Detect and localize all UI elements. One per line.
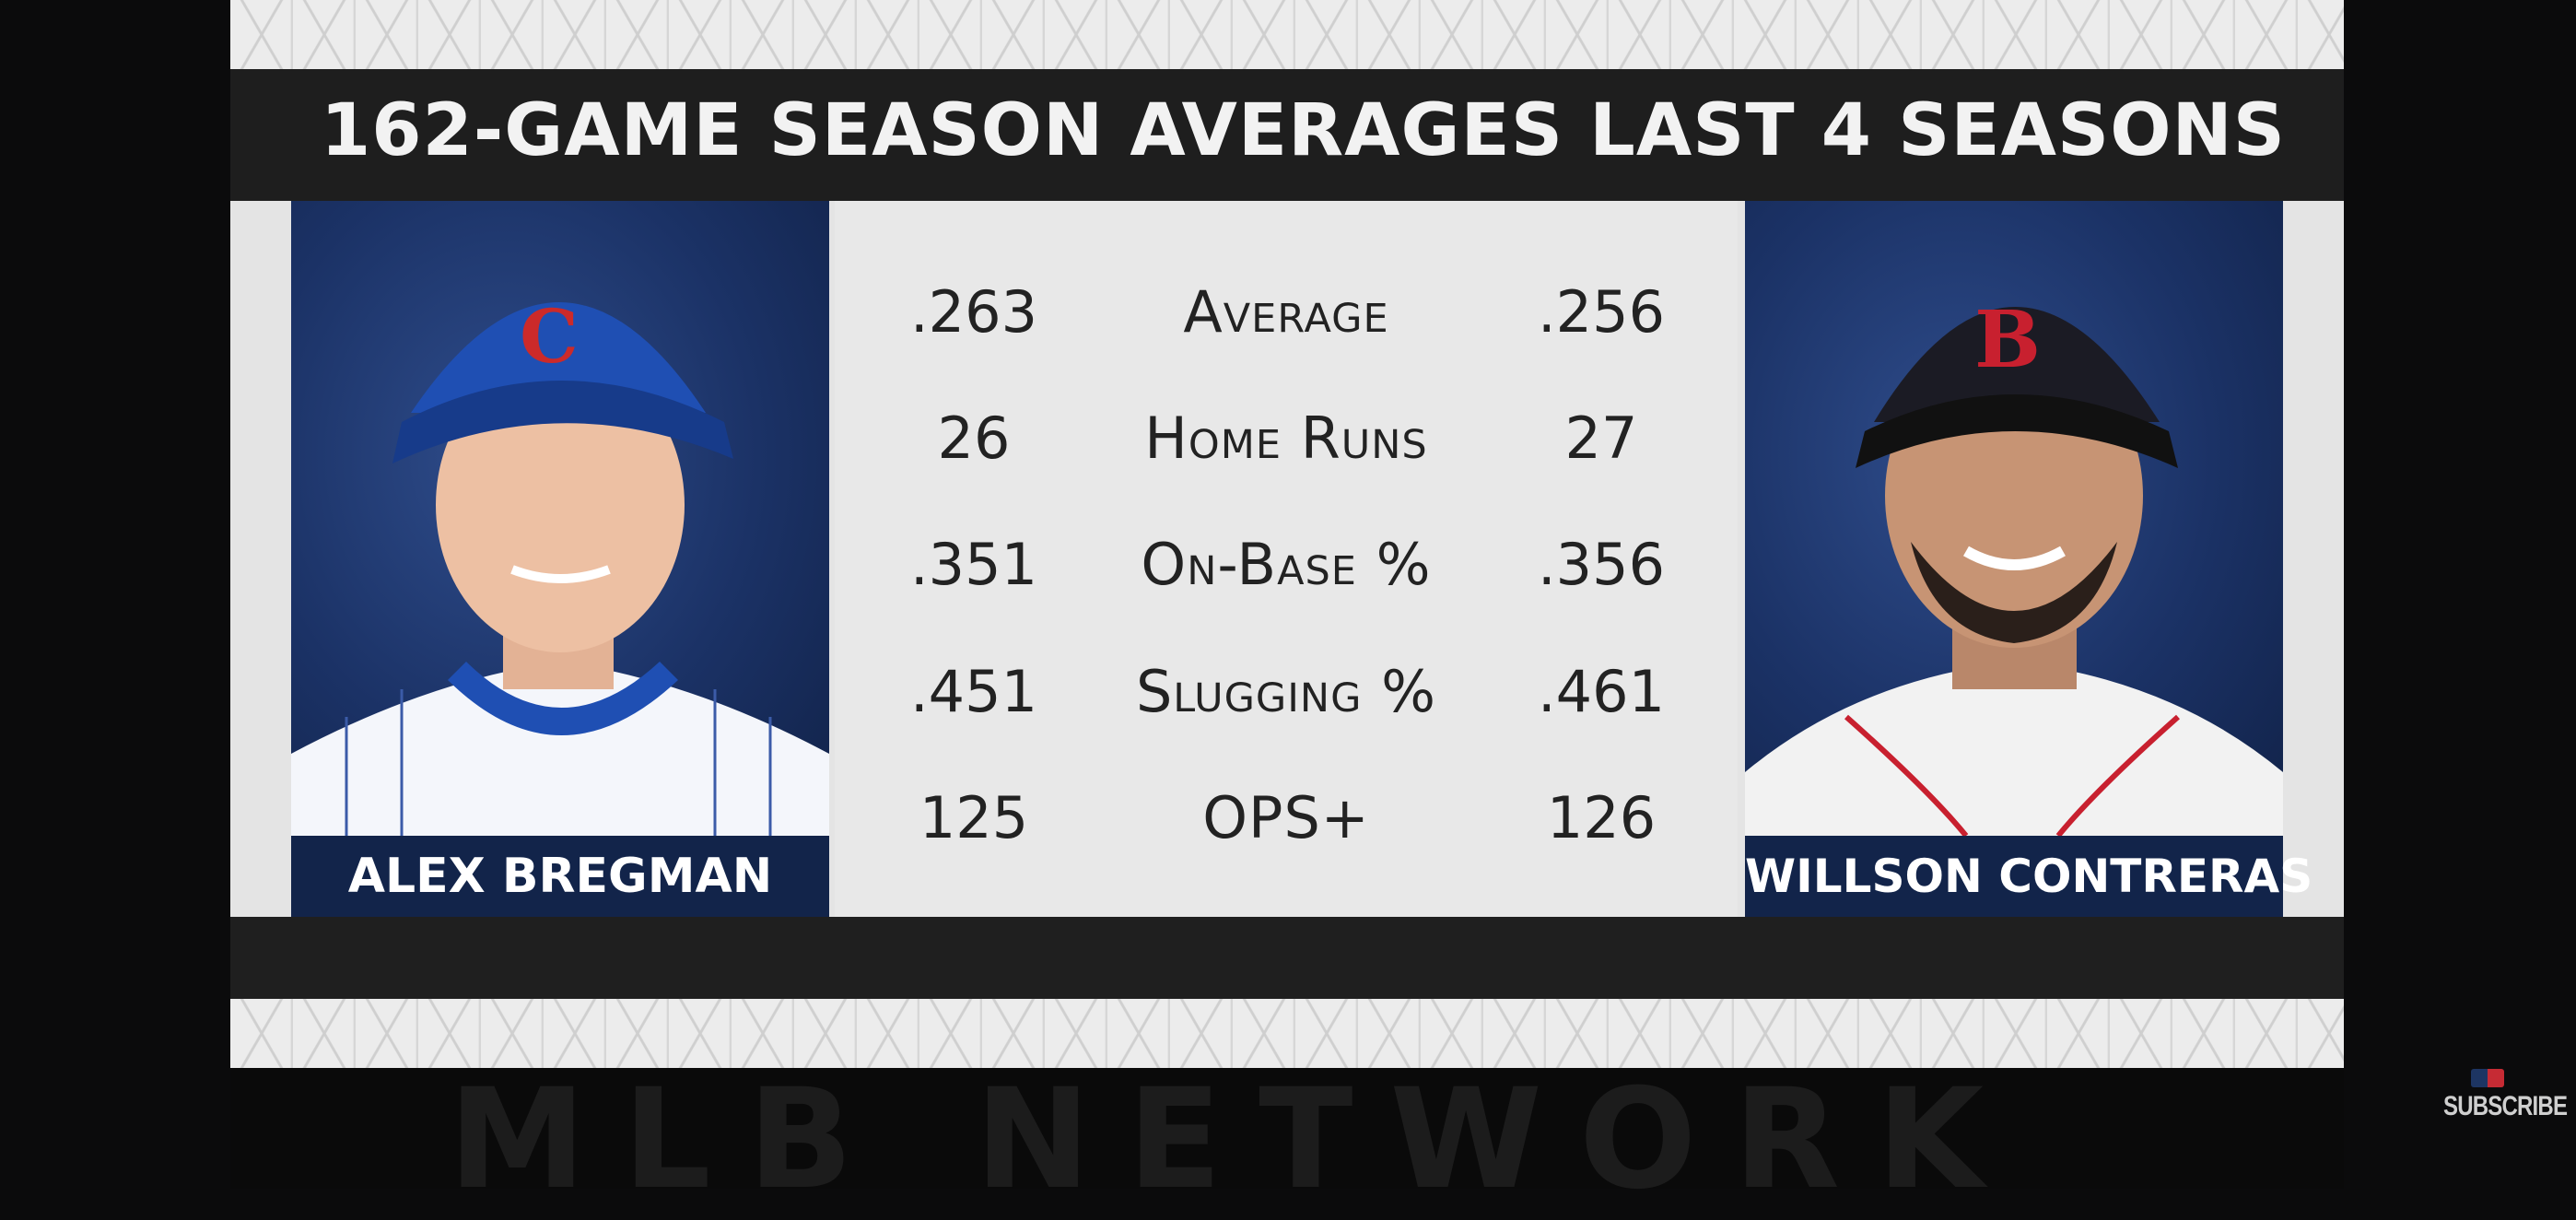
stat-row-on-base: .351 On-Base % .356 [835,519,1738,611]
subscribe-label: SUBSCRIBE [2443,1091,2568,1121]
stat-row-slugging: .451 Slugging % .461 [835,646,1738,738]
right-value: 126 [1546,784,1657,851]
network-watermark: MLB NETWORK [448,1060,2021,1220]
right-value: .461 [1537,658,1666,725]
stat-row-ops-plus: 125 OPS+ 126 [835,772,1738,864]
right-value: .256 [1537,278,1666,346]
right-value: .356 [1537,531,1666,598]
left-value: .263 [909,278,1038,346]
player-name-left: ALEX BREGMAN [291,836,829,917]
subscribe-button[interactable]: SUBSCRIBE [2432,1069,2568,1122]
left-value: .351 [909,531,1038,598]
title-bar: 162-GAME SEASON AVERAGES LAST 4 SEASONS [230,69,2344,201]
stat-label: OPS+ [1202,784,1370,851]
cap-logo-right: B [1974,294,2041,386]
left-value: .451 [909,658,1038,725]
right-value: 27 [1564,405,1638,472]
stat-label: Slugging % [1135,658,1437,725]
player-name-right: WILLSON CONTRERAS [1745,836,2313,917]
stat-row-average: .263 Average .256 [835,266,1738,358]
left-value: 26 [937,405,1011,472]
player-photo-left: C [291,201,829,836]
top-pattern-band [230,0,2344,69]
bottom-strip [230,1068,2344,1189]
stat-label: Average [1183,278,1389,346]
stats-panel: .263 Average .256 26 Home Runs 27 .351 O… [835,201,1738,917]
left-value: 125 [919,784,1029,851]
player-photo-right: B [1745,201,2283,836]
mlb-logo-icon [2471,1069,2504,1087]
stat-row-home-runs: 26 Home Runs 27 [835,393,1738,485]
cap-logo-left: C [520,293,579,380]
bottom-pattern-band [230,999,2344,1068]
lower-dark-bar [230,917,2344,999]
graphic-title: 162-GAME SEASON AVERAGES LAST 4 SEASONS [321,89,2286,172]
stat-label: On-Base % [1141,531,1432,598]
stat-label: Home Runs [1144,405,1428,472]
